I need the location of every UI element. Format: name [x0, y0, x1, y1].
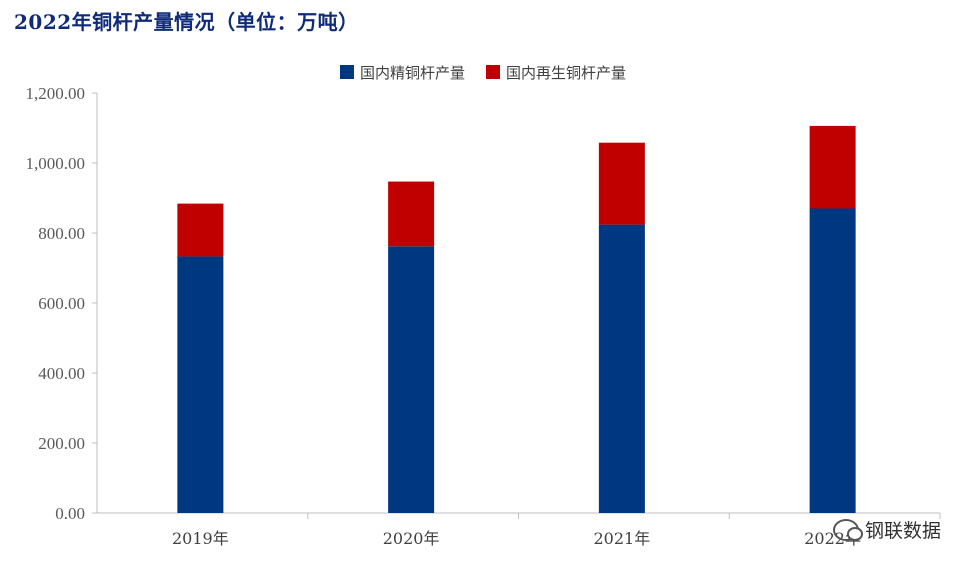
y-tick-label: 600.00 — [38, 294, 85, 313]
x-tick-label: 2020年 — [383, 529, 440, 548]
y-tick-label: 800.00 — [38, 224, 85, 243]
chart-title: 2022年铜杆产量情况（单位：万吨） — [14, 10, 359, 34]
watermark-text: 钢联数据 — [864, 520, 941, 542]
legend-swatch-domestic — [340, 65, 354, 79]
y-tick-label: 400.00 — [38, 364, 85, 383]
legend-label-domestic: 国内精铜杆产量 — [360, 64, 465, 82]
bar-recycled — [388, 181, 435, 247]
wechat-icon — [832, 518, 863, 541]
y-tick-label: 0.00 — [55, 504, 85, 523]
y-tick-label: 200.00 — [38, 434, 85, 453]
legend-label-recycled: 国内再生铜杆产量 — [506, 64, 626, 82]
x-tick-label: 2021年 — [594, 529, 651, 548]
legend-swatch-recycled — [486, 65, 500, 79]
bar-recycled — [809, 125, 856, 209]
y-tick-label: 1,000.00 — [26, 154, 86, 173]
bar-domestic — [809, 208, 856, 513]
x-tick-label: 2019年 — [172, 529, 229, 548]
bar-recycled — [177, 203, 224, 257]
watermark: 钢联数据 — [832, 516, 941, 543]
bar-domestic — [177, 256, 224, 513]
bar-domestic — [388, 246, 435, 514]
y-tick-label: 1,200.00 — [26, 84, 86, 103]
bar-domestic — [598, 224, 645, 513]
bar-recycled — [598, 142, 645, 225]
